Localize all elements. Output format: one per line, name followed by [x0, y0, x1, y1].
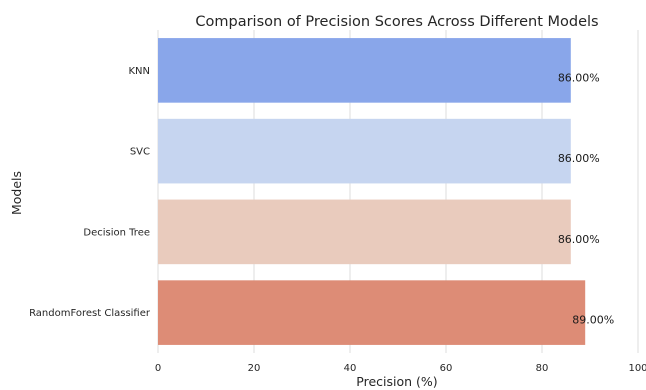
- x-axis-title: Precision (%): [356, 374, 437, 389]
- x-tick-label: 60: [440, 363, 453, 374]
- bar: [158, 199, 571, 265]
- bar-value-label: 86.00%: [558, 152, 600, 165]
- bar: [158, 118, 571, 184]
- x-tick-label: 20: [248, 363, 261, 374]
- x-tick-label: 100: [628, 363, 646, 374]
- bar: [158, 38, 571, 103]
- y-category-label: Decision Tree: [83, 227, 150, 238]
- chart-title: Comparison of Precision Scores Across Di…: [195, 14, 598, 30]
- x-tick-label: 80: [536, 363, 549, 374]
- x-tick-label: 0: [155, 363, 161, 374]
- y-category-label: KNN: [128, 66, 150, 77]
- bar-value-label: 89.00%: [572, 314, 614, 327]
- bar-value-label: 86.00%: [558, 233, 600, 246]
- y-category-label: SVC: [130, 147, 150, 158]
- bar-value-label: 86.00%: [558, 71, 600, 84]
- y-axis-title: Models: [9, 171, 24, 215]
- bar: [158, 280, 586, 345]
- x-tick-label: 40: [344, 363, 357, 374]
- y-category-label: RandomForest Classifier: [29, 308, 151, 319]
